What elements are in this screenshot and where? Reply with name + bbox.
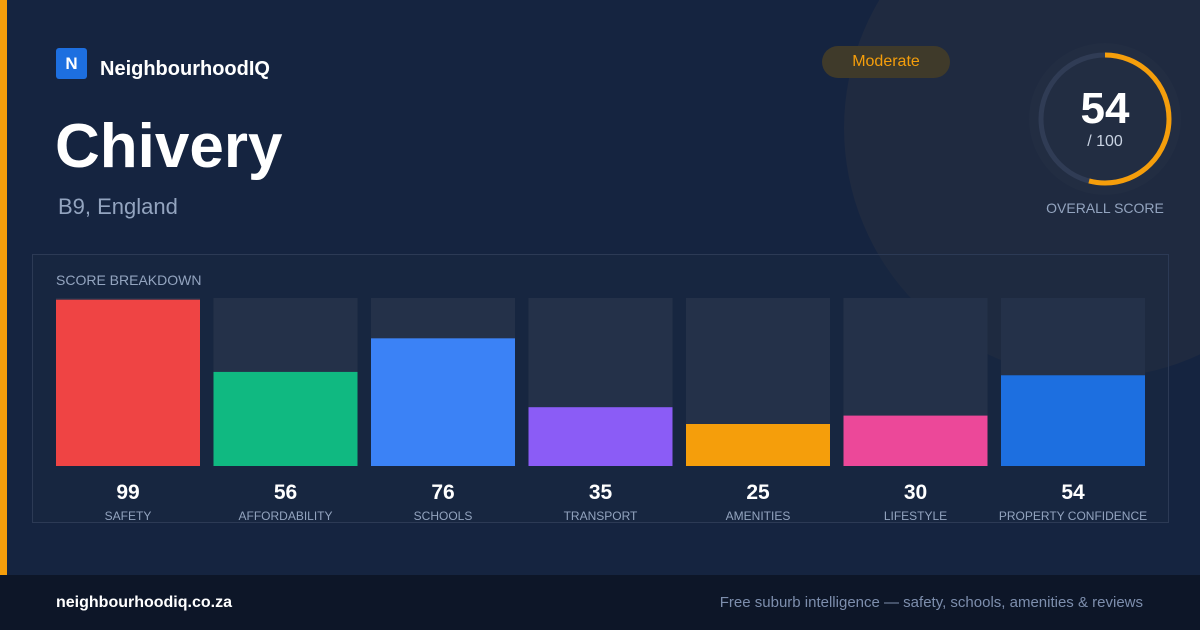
score-ring-progress [1038,52,1172,186]
location-region: B9, England [58,194,178,219]
accent-bar [0,0,7,575]
footer-url[interactable]: neighbourhoodiq.co.za [56,594,232,611]
bar-value-property-confidence: 54 [1061,481,1085,504]
score-ring-background [1029,43,1181,195]
overall-score-label: OVERALL SCORE [1046,200,1164,216]
score-ring-svg [1029,43,1181,195]
overall-score-max: / 100 [1087,133,1123,150]
bar-property-confidence [1001,375,1145,466]
rating-badge: Moderate [822,46,950,78]
overall-score-value: 54 [1080,84,1130,133]
overall-score-ring: 54 / 100 [1029,43,1181,195]
brand-name: NeighbourhoodIQ [100,58,270,80]
score-breakdown-title: SCORE BREAKDOWN [56,272,202,288]
bar-value-affordability: 56 [274,481,297,504]
bar-transport [528,407,673,466]
bar-label-schools: SCHOOLS [414,509,473,523]
bar-label-lifestyle: LIFESTYLE [884,509,947,523]
bar-value-safety: 99 [116,481,139,504]
bar-schools [371,338,515,466]
bar-safety [56,299,200,466]
bar-label-transport: TRANSPORT [564,509,638,523]
bar-lifestyle [843,415,988,466]
bar-value-schools: 76 [431,481,454,504]
location-title: Chivery [55,112,283,181]
bar-affordability [213,371,358,466]
bar-label-property-confidence: PROPERTY CONFIDENCE [999,509,1147,523]
bar-value-lifestyle: 30 [904,481,927,504]
footer: neighbourhoodiq.co.za Free suburb intell… [0,575,1200,630]
bar-value-transport: 35 [589,481,613,504]
brand: N NeighbourhoodIQ [56,46,270,81]
bar-amenities [686,424,830,466]
footer-tagline: Free suburb intelligence — safety, schoo… [719,594,1143,611]
bar-label-affordability: AFFORDABILITY [238,509,332,523]
bar-value-amenities: 25 [746,481,770,504]
brand-logo-icon: N [56,48,87,79]
bar-label-amenities: AMENITIES [726,509,791,523]
bar-label-safety: SAFETY [105,509,152,523]
